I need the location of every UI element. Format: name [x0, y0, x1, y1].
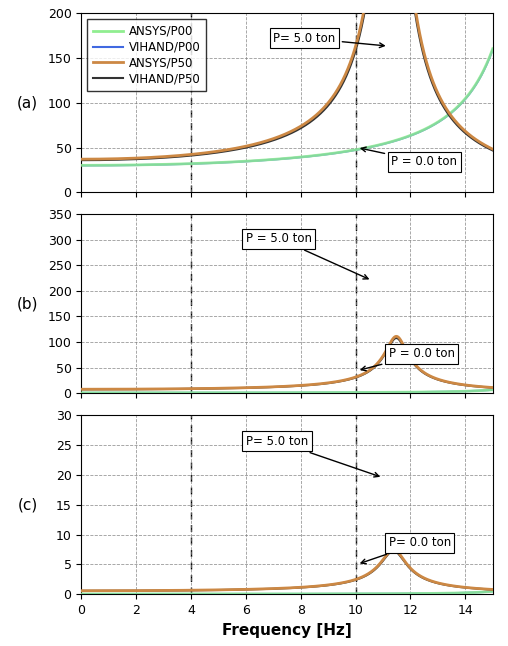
Text: P= 0.0 ton: P= 0.0 ton	[361, 536, 451, 564]
Text: (a): (a)	[17, 95, 38, 110]
Text: P= 5.0 ton: P= 5.0 ton	[246, 435, 379, 477]
Text: P = 0.0 ton: P = 0.0 ton	[361, 348, 455, 371]
Text: P = 0.0 ton: P = 0.0 ton	[361, 147, 457, 169]
Text: P= 5.0 ton: P= 5.0 ton	[273, 32, 384, 48]
Legend: ANSYS/P00, VIHAND/P00, ANSYS/P50, VIHAND/P50: ANSYS/P00, VIHAND/P00, ANSYS/P50, VIHAND…	[87, 19, 206, 92]
Text: P = 5.0 ton: P = 5.0 ton	[246, 232, 368, 279]
X-axis label: Frequency [Hz]: Frequency [Hz]	[222, 623, 352, 638]
Text: (b): (b)	[17, 296, 39, 311]
Text: (c): (c)	[18, 497, 38, 512]
